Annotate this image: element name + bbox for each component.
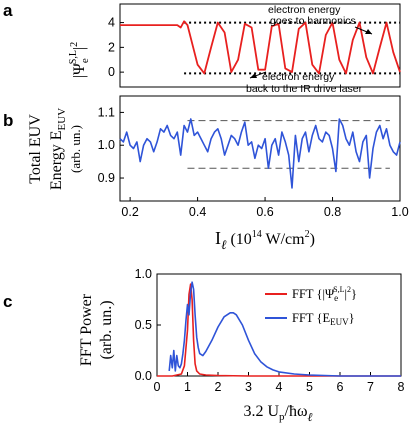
panel-c-ytick-label: 0.5 [135, 318, 152, 332]
panel-b-xlabel: Iℓ (1014 W/cm2) [215, 228, 315, 252]
annotation-bottom-line1: electron energy [262, 71, 335, 83]
annotation-bottom-arrowhead [250, 73, 257, 78]
panel-c-xtick-label: 8 [398, 380, 405, 394]
panel-b-xaxis: 0.2 0.4 0.6 0.8 1.0 [121, 197, 409, 219]
panel-b-ytick-label: 0.9 [98, 171, 115, 185]
panel-b-label: b [3, 111, 13, 130]
annotation-bottom-line2: back to the IR drive laser [246, 83, 363, 95]
panel-b-xtick-label: 0.2 [121, 205, 138, 219]
panel-b: b Total EUV Energy EEUV (arb. un.) 0.9 1.… [3, 95, 409, 252]
legend-label-psi: FFT {|ΨeS,L|2} [292, 285, 357, 303]
panel-c: c FFT Power (arb. un.) 0.0 0.5 1.0 0 1 2 3 4 5 6… [3, 267, 405, 424]
panel-c-xtick-label: 3 [245, 380, 252, 394]
panel-b-ytick-label: 1.0 [98, 138, 115, 152]
annotation-top-line2: goes to harmonics [270, 15, 356, 27]
panel-c-xtick-label: 7 [367, 380, 374, 394]
panel-b-xtick-label: 1.0 [391, 205, 408, 219]
panel-a-annotation-bottom: electron energy back to the IR drive las… [246, 71, 363, 95]
panel-c-ytick-label: 1.0 [135, 267, 152, 281]
panel-a-ytick-label: 4 [108, 16, 115, 30]
panel-c-ylabel-line1: FFT Power [78, 293, 95, 366]
annotation-top-line1: electron energy [268, 4, 341, 16]
panel-c-series-line [168, 281, 401, 377]
panel-c-yaxis: 0.0 0.5 1.0 [135, 267, 161, 383]
panel-b-series [119, 118, 401, 189]
panel-b-series-line [119, 118, 401, 189]
panel-c-xtick-label: 4 [276, 380, 283, 394]
panel-c-xaxis: 0 1 2 3 4 5 6 7 8 [154, 372, 405, 394]
panel-c-xtick-label: 6 [337, 380, 344, 394]
panel-a-yaxis: 0 2 4 [108, 16, 124, 79]
panel-a-ytick-label: 2 [108, 40, 115, 54]
panel-b-xtick-label: 0.6 [256, 205, 273, 219]
panel-c-ytick-label: 0.0 [135, 369, 152, 383]
panel-a-frame [119, 3, 401, 88]
panel-b-ylabel-line3: (arb. un.) [68, 125, 83, 173]
panel-a-reference-lines [184, 21, 400, 75]
panel-a: a |ΨeS,L|2 0 2 4 electron energy goes to h… [3, 1, 401, 95]
panel-b-ylabel-line2: Energy EEUV [48, 108, 68, 190]
panel-a-ytick-label: 0 [108, 65, 115, 79]
panel-b-xtick-label: 0.8 [324, 205, 341, 219]
panel-a-series-line [120, 20, 401, 75]
panel-c-xlabel: 3.2 Up/ħωℓ [243, 403, 312, 424]
panel-a-series [120, 20, 401, 75]
panel-b-yaxis: 0.9 1.0 1.1 [98, 105, 124, 185]
legend-label-euv: FFT {EEUV} [292, 311, 355, 327]
panel-c-xtick-label: 5 [306, 380, 313, 394]
panel-b-xtick-label: 0.4 [189, 205, 206, 219]
panel-b-ylabel-line1: Total EUV [27, 114, 44, 184]
panel-c-series [157, 281, 401, 377]
panel-a-label: a [3, 1, 13, 20]
panel-a-annotation-top: electron energy goes to harmonics [268, 4, 373, 35]
panel-c-series-line [157, 283, 401, 377]
annotation-top-arrowhead [365, 29, 372, 34]
panel-c-xtick-label: 2 [215, 380, 222, 394]
panel-b-ytick-label: 1.1 [98, 105, 115, 119]
panel-c-xtick-label: 0 [154, 380, 161, 394]
panel-c-label: c [3, 292, 12, 311]
panel-a-ylabel: |ΨeS,L|2 [68, 42, 91, 78]
panel-b-frame [119, 95, 401, 202]
panel-c-legend: FFT {|ΨeS,L|2} FFT {EEUV} [265, 285, 357, 327]
panel-c-xtick-label: 1 [184, 380, 191, 394]
panel-b-reference-lines [187, 120, 390, 169]
panel-c-ylabel-line2: (arb. un.) [98, 300, 115, 359]
